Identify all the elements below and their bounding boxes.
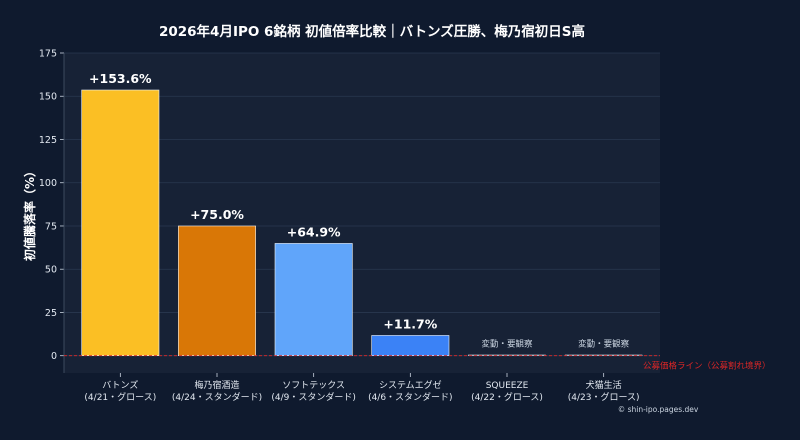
reference-line-label: 公募価格ライン（公募割れ境界） (643, 361, 771, 372)
x-tick-sublabel: (4/6・スタンダード) (368, 391, 453, 403)
chart-title: 2026年4月IPO 6銘柄 初値倍率比較｜バトンズ圧勝、梅乃宿初日S高 (159, 23, 585, 40)
x-tick-sublabel: (4/21・グロース) (84, 391, 156, 403)
x-tick-sublabel: (4/24・スタンダード) (172, 391, 262, 403)
y-tick-label: 125 (39, 135, 57, 146)
data-label: +153.6% (89, 71, 152, 86)
credit-text: © shin-ipo.pages.dev (618, 405, 699, 414)
x-tick-sublabel: (4/9・スタンダード) (271, 391, 356, 403)
y-tick-label: 100 (39, 178, 57, 189)
bar (371, 335, 450, 357)
reference-line: 公募価格ライン（公募割れ境界） (64, 355, 771, 372)
y-tick-label: 150 (39, 92, 57, 103)
y-axis-label: 初値騰落率（%） (22, 165, 37, 261)
x-tick-label: バトンズ (102, 379, 138, 391)
plot-area (64, 53, 660, 373)
x-tick-sublabel: (4/22・グロース) (471, 391, 543, 403)
y-tick-label: 75 (45, 221, 57, 232)
data-label: 変動・要観察 (481, 339, 533, 350)
bar (178, 225, 256, 357)
x-tick-label: システムエグゼ (379, 379, 442, 391)
y-tick-label: 175 (39, 49, 57, 60)
data-label: +11.7% (383, 316, 437, 331)
x-axis: バトンズ(4/21・グロース) 梅乃宿酒造(4/24・スタンダード) ソフトテックス… (84, 373, 640, 403)
bar (81, 89, 160, 357)
x-tick-label: 梅乃宿酒造 (194, 379, 239, 391)
data-label: +75.0% (190, 207, 244, 222)
bar (274, 243, 353, 357)
y-tick-label: 25 (45, 308, 57, 319)
y-axis: 0 25 50 75 100 125 150 175 (39, 49, 65, 373)
bars: +153.6% +75.0% +64.9% +11.7% 変動・要観察 変動・要観察 (81, 71, 643, 357)
x-tick-label: ソフトテックス (282, 380, 345, 391)
y-tick-label: 0 (51, 351, 57, 362)
y-tick-label: 50 (45, 265, 57, 276)
gridlines (64, 52, 660, 357)
data-label: +64.9% (287, 224, 341, 239)
data-label: 変動・要観察 (578, 339, 630, 350)
x-tick-label: SQUEEZE (486, 381, 529, 391)
x-tick-sublabel: (4/23・グロース) (568, 391, 640, 403)
x-tick-label: 犬猫生活 (586, 379, 622, 391)
